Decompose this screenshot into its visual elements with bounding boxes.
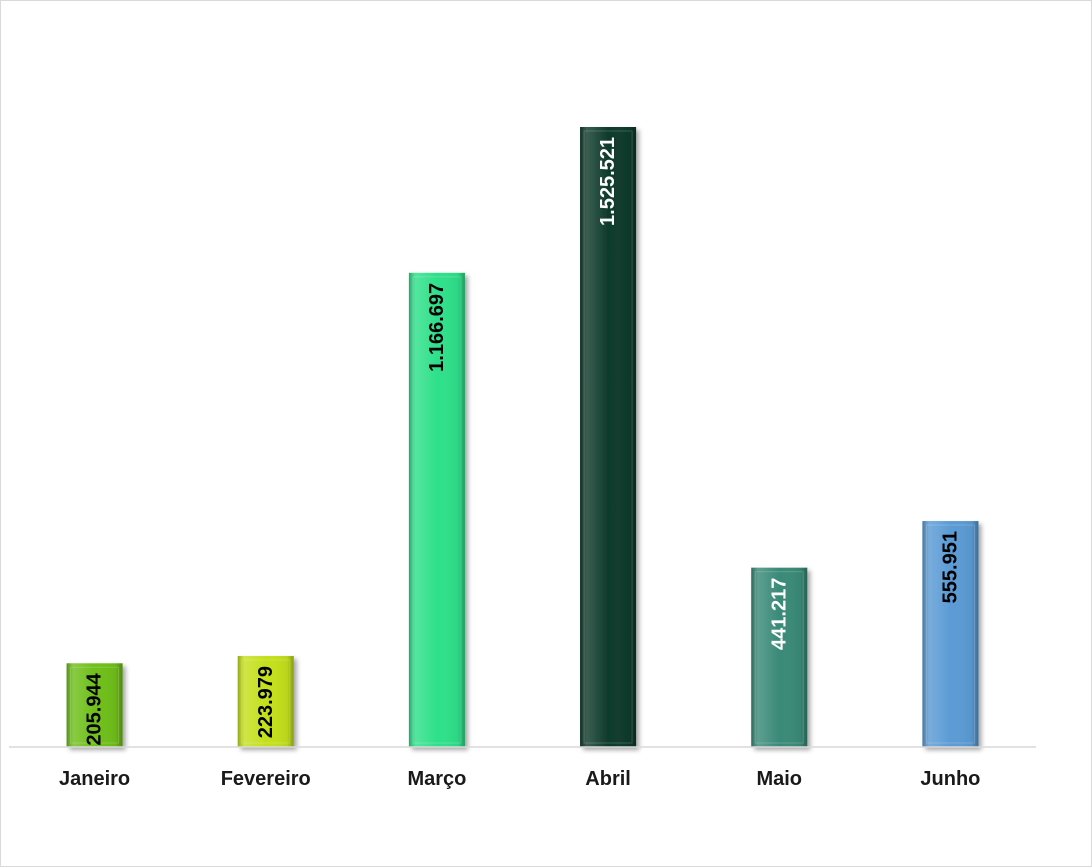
category-label: Abril [585, 768, 631, 790]
category-label: Fevereiro [221, 768, 311, 790]
category-label: Junho [920, 768, 980, 790]
data-label: 223.979 [255, 666, 277, 738]
category-label: Maio [756, 768, 802, 790]
data-label: 1.525.521 [597, 137, 619, 226]
bar-junho [922, 521, 979, 747]
data-label: 441.217 [768, 578, 790, 650]
bar-abril [580, 127, 637, 747]
bar-maro [408, 272, 465, 747]
bar-maio [751, 567, 808, 747]
bar-janeiro [66, 663, 123, 747]
data-label: 555.951 [939, 531, 961, 603]
data-label: 205.944 [84, 672, 106, 745]
bar-fevereiro [237, 655, 294, 747]
data-label: 1.166.697 [426, 283, 448, 372]
category-label: Janeiro [59, 768, 130, 790]
category-label: Março [407, 768, 466, 790]
